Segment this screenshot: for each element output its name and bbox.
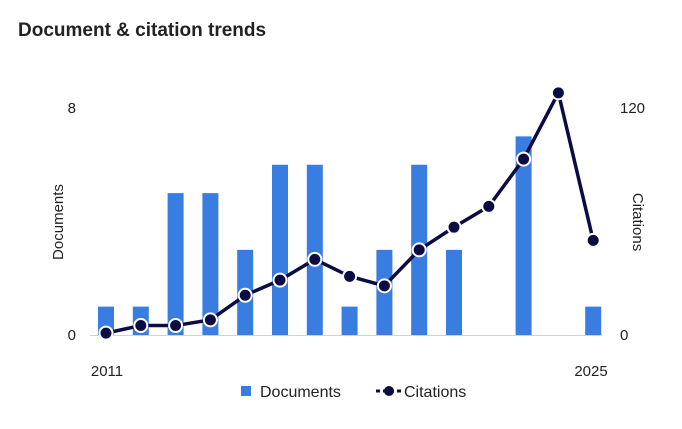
point-citations-2019 (376, 278, 392, 294)
point-citations-2020 (411, 242, 427, 258)
x-tick-label: 2025 (574, 363, 607, 380)
legend-citations-marker (384, 386, 394, 396)
y-left-axis-title: Documents (50, 184, 67, 260)
bar-documents-2017 (306, 164, 323, 335)
point-citations-2018 (342, 268, 358, 284)
point-citations-2022 (481, 198, 497, 214)
bar-documents-2023 (515, 136, 532, 335)
bar-documents-2021 (446, 249, 462, 335)
point-citations-2025 (585, 232, 601, 248)
bar-documents-2016 (272, 164, 288, 335)
y-left-tick-label: 8 (68, 100, 76, 117)
y-right-tick-label: 0 (620, 327, 628, 344)
point-citations-2023 (516, 151, 532, 167)
point-citations-2013 (168, 318, 184, 334)
y-left-tick-label: 0 (68, 327, 76, 344)
chart-title: Document & citation trends (18, 20, 267, 41)
bar-documents-2025 (585, 306, 602, 335)
legend-citations-label: Citations (404, 384, 466, 401)
point-citations-2016 (272, 272, 288, 288)
y-right-axis-title: Citations (629, 193, 646, 251)
point-citations-2014 (202, 312, 218, 328)
point-citations-2015 (237, 287, 253, 303)
bar-documents-2018 (341, 306, 358, 335)
y-right-tick-label: 120 (620, 100, 645, 117)
bar-documents-2013 (167, 193, 184, 335)
legend-documents-swatch (241, 386, 251, 396)
point-citations-2017 (307, 251, 323, 267)
legend-documents-label: Documents (260, 384, 341, 401)
point-citations-2011 (98, 325, 114, 341)
point-citations-2012 (133, 318, 149, 334)
point-citations-2024 (550, 85, 566, 101)
point-citations-2021 (446, 219, 462, 235)
bar-documents-2014 (202, 193, 219, 335)
x-tick-label: 2011 (91, 363, 123, 380)
